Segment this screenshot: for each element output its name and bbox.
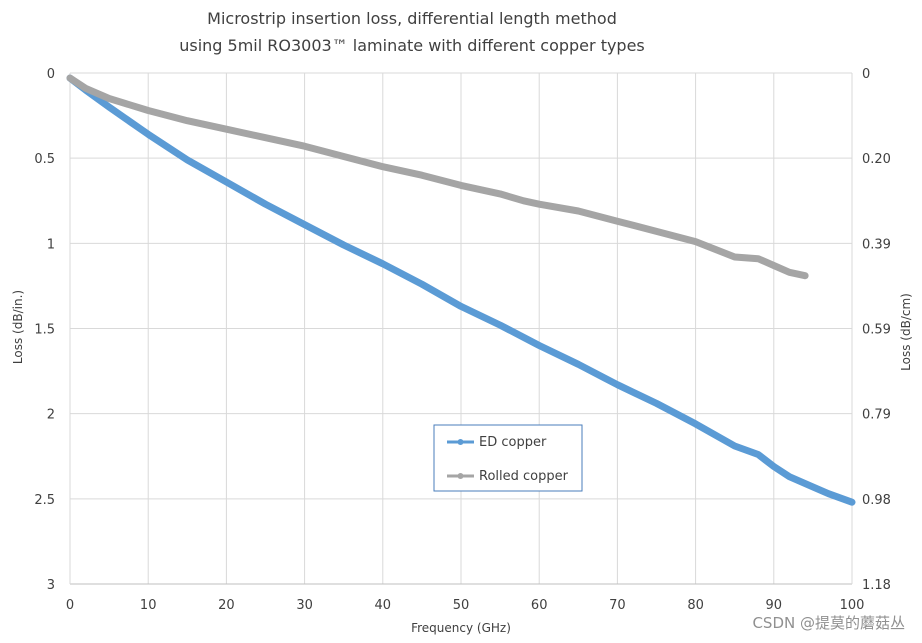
legend-ed-label: ED copper — [479, 435, 547, 450]
x-tick-label: 90 — [766, 598, 783, 613]
y-right-tick-label: 0 — [862, 67, 870, 82]
x-tick-label: 70 — [609, 598, 626, 613]
series-line-rolled-copper — [66, 74, 809, 280]
legend-rolled-label: Rolled copper — [479, 469, 569, 484]
x-tick-label: 60 — [531, 598, 548, 613]
x-tick-label: 10 — [140, 598, 157, 613]
legend: ED copper Rolled copper — [433, 424, 583, 492]
x-axis-label: Frequency (GHz) — [411, 621, 511, 635]
y-right-axis-label: Loss (dB/cm) — [899, 293, 913, 371]
y-left-tick-label: 2 — [47, 408, 55, 423]
grid-lines — [70, 72, 853, 584]
legend-rolled-marker — [457, 473, 464, 479]
y-left-tick-labels: 0 0.5 1 1.5 2 2.5 3 — [34, 67, 55, 593]
legend-box — [433, 424, 583, 492]
chart-title-line2: using 5mil RO3003™ laminate with differe… — [179, 36, 645, 55]
series-lines — [66, 74, 856, 506]
y-left-tick-label: 1.5 — [34, 323, 55, 338]
x-tick-label: 30 — [296, 598, 313, 613]
y-left-tick-label: 3 — [47, 578, 55, 593]
y-right-tick-labels: 0 0.20 0.39 0.59 0.79 0.98 1.18 — [862, 67, 891, 593]
x-tick-label: 100 — [840, 598, 865, 613]
watermark: CSDN @提莫的蘑菇丛 — [752, 614, 905, 632]
x-tick-label: 40 — [375, 598, 392, 613]
y-left-tick-label: 0 — [47, 67, 55, 82]
y-left-tick-label: 1 — [47, 237, 55, 252]
y-right-tick-label: 0.39 — [862, 237, 891, 252]
y-right-tick-label: 1.18 — [862, 578, 891, 593]
y-right-tick-label: 0.59 — [862, 323, 891, 338]
legend-ed-marker — [457, 439, 464, 445]
y-left-tick-label: 2.5 — [34, 493, 55, 508]
x-tick-labels: 0 10 20 30 40 50 60 70 80 90 100 — [66, 598, 865, 613]
x-tick-label: 20 — [218, 598, 235, 613]
series-line-ed-copper — [66, 74, 856, 506]
y-left-axis-label: Loss (dB/in.) — [11, 290, 25, 364]
x-tick-label: 0 — [66, 598, 74, 613]
chart-title-line1: Microstrip insertion loss, differential … — [207, 9, 617, 28]
y-right-tick-label: 0.20 — [862, 152, 891, 167]
y-right-tick-label: 0.98 — [862, 493, 891, 508]
x-tick-label: 50 — [453, 598, 470, 613]
y-right-tick-label: 0.79 — [862, 408, 891, 423]
y-left-tick-label: 0.5 — [34, 152, 55, 167]
x-tick-label: 80 — [687, 598, 704, 613]
